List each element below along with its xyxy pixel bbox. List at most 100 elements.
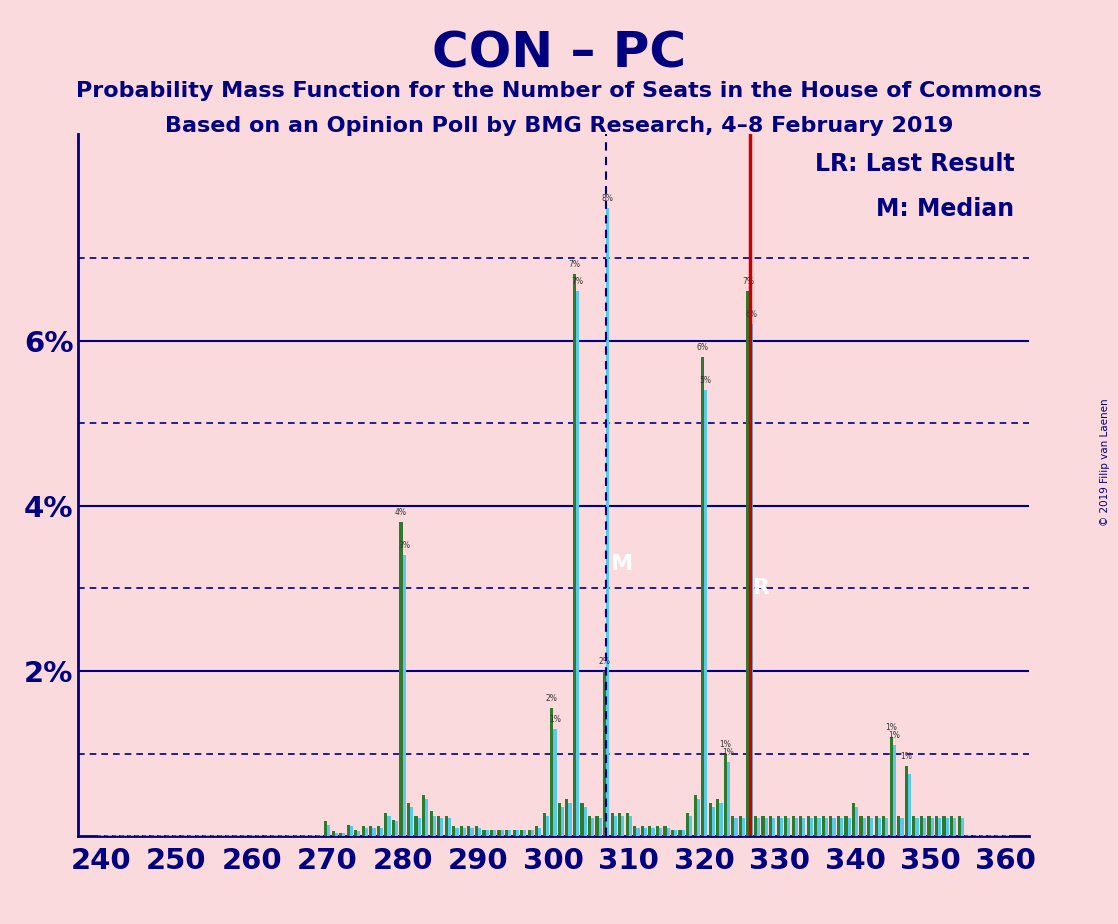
Text: 1%: 1% [900,752,912,761]
Text: 1%: 1% [722,748,735,757]
Bar [893,746,896,836]
Bar [679,830,682,836]
Bar [392,820,395,836]
Bar [935,816,938,836]
Text: © 2019 Filip van Laenen: © 2019 Filip van Laenen [1100,398,1110,526]
Text: M: Median: M: Median [877,197,1014,221]
Bar [863,818,865,836]
Bar [316,834,320,836]
Text: 7%: 7% [568,261,580,270]
Text: Probability Mass Function for the Number of Seats in the House of Commons: Probability Mass Function for the Number… [76,81,1042,102]
Bar [878,818,881,836]
Text: 7%: 7% [742,277,754,286]
Bar [644,828,647,836]
Text: M: M [612,553,634,574]
Bar [369,826,372,836]
Bar [558,803,561,836]
Bar [459,826,463,836]
Bar [312,834,315,836]
Text: CON – PC: CON – PC [432,30,686,78]
Bar [704,390,708,836]
Bar [445,816,448,836]
Bar [598,818,601,836]
Bar [719,803,722,836]
Bar [960,818,964,836]
Bar [332,832,334,836]
Bar [297,834,300,836]
Bar [498,830,501,836]
Bar [648,826,652,836]
Bar [885,818,889,836]
Bar [550,708,553,836]
Text: 2%: 2% [546,694,558,703]
Bar [515,831,519,836]
Bar [890,737,893,836]
Bar [731,816,735,836]
Bar [957,816,960,836]
Bar [787,818,790,836]
Text: 2%: 2% [598,657,610,666]
Bar [588,816,591,836]
Bar [803,818,805,836]
Bar [580,803,584,836]
Bar [701,357,704,836]
Bar [410,808,414,836]
Bar [490,830,493,836]
Bar [568,803,571,836]
Bar [606,208,609,836]
Text: 4%: 4% [395,508,407,517]
Bar [912,816,916,836]
Bar [916,818,919,836]
Bar [358,832,360,836]
Bar [482,830,485,836]
Bar [618,813,622,836]
Bar [304,834,307,836]
Bar [689,817,692,836]
Bar [388,817,390,836]
Bar [927,816,930,836]
Bar [455,828,458,836]
Bar [844,816,847,836]
Text: Based on an Opinion Poll by BMG Research, 4–8 February 2019: Based on an Opinion Poll by BMG Research… [164,116,954,136]
Bar [840,818,843,836]
Bar [328,824,330,836]
Bar [463,828,466,836]
Bar [641,826,644,836]
Bar [377,826,380,836]
Bar [712,808,716,836]
Bar [749,324,752,836]
Bar [603,671,606,836]
Bar [868,816,870,836]
Bar [799,816,803,836]
Bar [576,291,579,836]
Bar [656,826,659,836]
Bar [421,795,425,836]
Bar [418,818,420,836]
Bar [847,818,851,836]
Bar [882,816,885,836]
Bar [622,817,625,836]
Bar [433,816,436,836]
Bar [429,811,433,836]
Bar [362,826,364,836]
Bar [528,830,531,836]
Bar [452,826,455,836]
Bar [792,816,795,836]
Bar [448,818,451,836]
Bar [485,831,489,836]
Bar [614,817,617,836]
Bar [493,831,496,836]
Bar [437,816,440,836]
Bar [425,799,428,836]
Bar [501,831,504,836]
Bar [380,828,383,836]
Bar [395,821,398,836]
Bar [860,816,863,836]
Bar [920,816,923,836]
Text: 1%: 1% [549,715,561,723]
Bar [628,817,632,836]
Bar [779,818,783,836]
Bar [520,830,523,836]
Text: 1%: 1% [889,732,900,740]
Bar [347,824,350,836]
